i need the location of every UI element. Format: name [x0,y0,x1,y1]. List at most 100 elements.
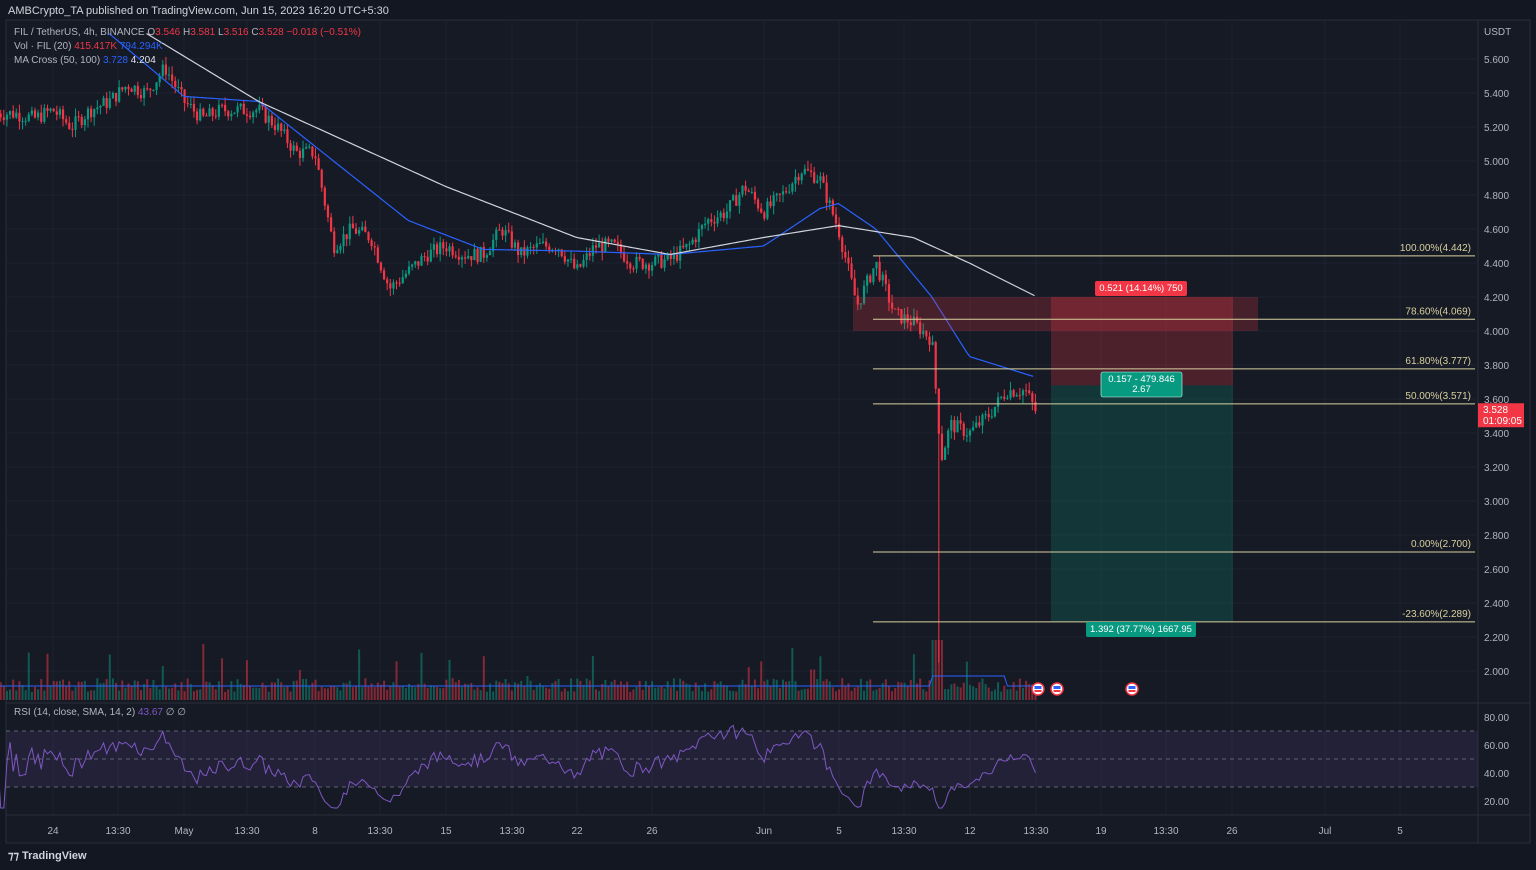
candle-body [121,87,124,90]
candle-body [292,145,295,151]
volume-bar [757,688,760,700]
volume-bar [252,687,255,700]
candle-body [844,251,847,258]
candle-body [40,112,43,122]
candle-body [127,86,130,89]
candle-body [635,256,638,269]
volume-bar [261,682,264,700]
volume-bar [432,685,435,700]
candle-body [199,108,202,121]
volume-bar [794,681,797,700]
volume-label[interactable]: Vol · FIL (20) [14,41,72,52]
volume-bar [769,685,772,700]
candle-body [647,264,651,271]
volume-bar [859,678,862,700]
volume-bar [90,690,93,700]
candle-body [195,111,199,121]
volume-bar [997,682,1000,700]
volume-bar [5,690,8,700]
volume-bar [423,683,426,700]
candle-body [30,110,33,115]
volume-bar [507,683,510,700]
ma-label[interactable]: MA Cross (50, 100) [14,55,101,66]
volume-bar [308,686,311,700]
candle-body [395,282,398,284]
candle-body [959,420,962,424]
publisher-line: AMBCrypto_TA published on TradingView.co… [8,5,389,17]
volume-bar [199,689,202,700]
candle-body [504,230,507,236]
volume-bar [133,680,136,700]
candle-body [940,433,944,460]
candle-body [414,261,417,265]
rsi-tick: 80.00 [1484,713,1509,724]
volume-bar [850,690,853,700]
candle-body [171,74,174,81]
volume-bar [24,690,27,700]
volume-bar [305,678,308,700]
symbol-info[interactable]: FIL / TetherUS, 4h, BINANCE [14,27,145,38]
volume-bar [457,679,460,700]
rsi-tick: 40.00 [1484,769,1509,780]
volume-bar [426,687,429,700]
flag-stripe [1034,686,1042,689]
volume-bar [722,685,725,700]
volume-bar [227,689,230,700]
candle-body [760,208,763,213]
candle-body [15,112,18,118]
candle-body [981,414,984,426]
price-tick: 5.600 [1484,55,1509,66]
volume-bar [451,678,454,700]
bar-countdown: 01:09:05 [1483,416,1522,427]
volume-bar [168,688,171,700]
candle-body [707,219,710,224]
candle-body [386,279,389,284]
candle-body [242,103,245,115]
candle-body [339,245,342,251]
candle-body [573,258,576,269]
volume-bar [510,690,513,700]
candle-body [1034,401,1037,412]
volume-bar [750,686,753,700]
volume-bar [831,687,834,700]
volume-bar [635,686,638,700]
volume-bar [978,682,981,700]
candle-body [105,97,108,108]
volume-bar [866,681,869,700]
volume-bar [841,678,844,700]
volume-bar [401,686,404,700]
volume-bar [632,689,635,700]
volume-bar [21,685,24,700]
candle-body [657,254,660,257]
candle-body [367,232,370,241]
volume-bar [607,686,610,700]
volume-bar [164,686,167,700]
candle-body [248,115,252,118]
ma50-line [108,33,1034,377]
candle-body [2,117,5,120]
candle-body [541,241,545,244]
price-tick: 5.400 [1484,89,1509,100]
candle-body [604,238,607,253]
candle-body [12,110,15,118]
volume-value: 415.417K [74,41,118,52]
candle-body [728,200,732,212]
candle-body [507,230,510,232]
volume-bar [669,687,672,700]
volume-bar [747,667,750,700]
volume-bar [548,688,551,700]
volume-bar [806,688,809,700]
fib-level-label: -23.60%(2.289) [1402,609,1471,620]
candle-body [164,64,167,75]
rsi-label[interactable]: RSI (14, close, SMA, 14, 2) [14,707,136,718]
tradingview-logo[interactable]: ⁊⁊ TradingView [8,849,87,862]
candle-body [376,247,379,263]
candle-body [722,212,725,219]
price-tick: 4.400 [1484,259,1509,270]
volume-bar [847,683,850,700]
time-tick: 24 [47,826,59,837]
volume-bar [707,691,710,700]
volume-bar [959,687,962,700]
